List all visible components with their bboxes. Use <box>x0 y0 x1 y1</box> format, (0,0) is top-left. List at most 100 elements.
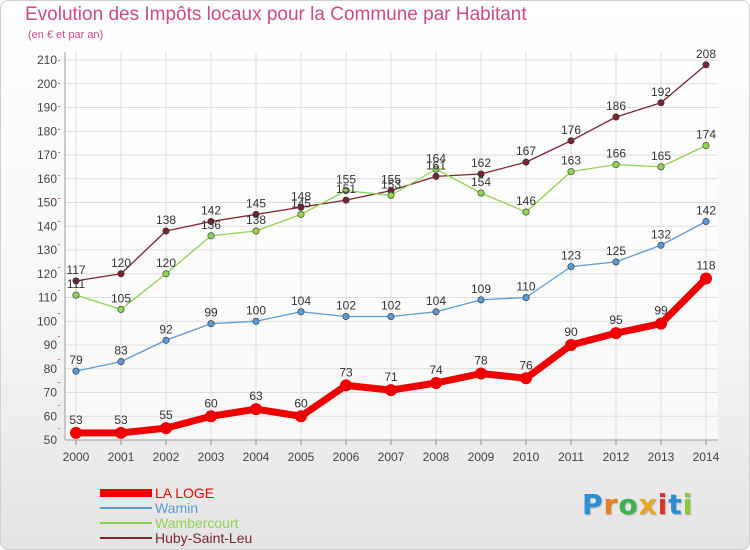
data-label: 104 <box>426 294 446 308</box>
data-point <box>117 305 125 313</box>
data-point <box>162 270 170 278</box>
data-point <box>252 210 260 218</box>
data-label: 90 <box>564 325 578 339</box>
data-point <box>205 410 217 423</box>
y-tick-label: 150 <box>37 196 57 210</box>
data-point <box>385 384 397 397</box>
x-tick-label: 2013 <box>648 450 675 464</box>
data-label: 176 <box>561 123 581 137</box>
data-point <box>297 308 305 316</box>
logo-letter: r <box>603 488 619 521</box>
data-point <box>297 210 305 218</box>
data-label: 83 <box>114 344 128 358</box>
data-point <box>702 61 710 69</box>
data-point <box>655 317 667 330</box>
data-point <box>612 113 620 121</box>
data-label: 60 <box>204 396 218 410</box>
data-label: 174 <box>696 128 716 142</box>
data-label: 163 <box>561 154 581 168</box>
x-tick-label: 2001 <box>108 450 135 464</box>
data-point <box>522 158 530 166</box>
x-tick-label: 2005 <box>288 450 315 464</box>
legend-label: LA LOGE <box>155 485 215 501</box>
data-point <box>117 358 125 366</box>
x-tick-label: 2014 <box>693 450 720 464</box>
data-label: 100 <box>246 303 266 317</box>
x-tick-label: 2006 <box>333 450 360 464</box>
x-tick-label: 2010 <box>513 450 540 464</box>
data-point <box>72 277 80 285</box>
data-label: 78 <box>474 354 488 368</box>
data-point <box>432 172 440 180</box>
data-point <box>160 422 172 435</box>
y-tick-label: 110 <box>38 291 57 305</box>
data-point <box>342 196 350 204</box>
data-label: 208 <box>696 47 716 61</box>
legend-swatch <box>100 507 152 509</box>
data-point <box>432 308 440 316</box>
data-label: 154 <box>471 175 491 189</box>
data-label: 63 <box>249 389 263 403</box>
x-tick-label: 2002 <box>153 450 180 464</box>
data-label: 166 <box>606 147 626 161</box>
data-label: 92 <box>159 322 173 336</box>
data-label: 120 <box>111 256 131 270</box>
y-tick-label: 180 <box>37 124 57 138</box>
x-tick-label: 2003 <box>198 450 225 464</box>
data-point <box>477 170 485 178</box>
data-label: 104 <box>291 294 311 308</box>
data-point <box>340 379 352 392</box>
data-label: 73 <box>339 365 353 379</box>
data-label: 162 <box>471 156 491 170</box>
data-label: 53 <box>114 413 128 427</box>
data-point <box>520 372 532 385</box>
logo-letter: i <box>657 488 669 521</box>
data-label: 95 <box>609 313 623 327</box>
y-tick-label: 190 <box>37 101 57 115</box>
data-label: 148 <box>291 189 311 203</box>
data-point <box>477 296 485 304</box>
data-label: 55 <box>159 408 173 422</box>
data-point <box>72 291 80 299</box>
data-label: 186 <box>606 99 626 113</box>
y-tick-label: 170 <box>37 148 57 162</box>
y-tick-label: 200 <box>37 77 57 91</box>
data-point <box>657 99 665 107</box>
legend-label: Wambercourt <box>155 515 239 531</box>
data-point <box>387 191 395 199</box>
data-point <box>657 241 665 249</box>
legend-swatch <box>100 489 152 497</box>
data-point <box>295 410 307 423</box>
y-tick-label: 60 <box>44 409 58 423</box>
data-point <box>70 426 82 439</box>
data-point <box>477 189 485 197</box>
data-label: 102 <box>381 299 401 313</box>
logo-letter: x <box>638 488 658 521</box>
legend-swatch <box>100 537 152 539</box>
y-tick-label: 70 <box>44 386 58 400</box>
chart-subtitle: (en € et par an) <box>28 29 104 41</box>
data-label: 120 <box>156 256 176 270</box>
data-label: 136 <box>201 218 221 232</box>
proxiti-logo: Proxiti <box>582 488 693 521</box>
data-point <box>207 218 215 226</box>
legend-label: Huby-Saint-Leu <box>155 530 253 546</box>
data-point <box>612 161 620 169</box>
logo-letter: o <box>618 488 639 521</box>
data-label: 164 <box>426 151 446 165</box>
data-label: 142 <box>201 204 221 218</box>
data-label: 118 <box>696 259 715 273</box>
data-label: 138 <box>246 213 266 227</box>
x-tick-label: 2007 <box>378 450 405 464</box>
x-tick-label: 2000 <box>63 450 90 464</box>
data-point <box>72 367 80 375</box>
data-label: 151 <box>336 182 356 196</box>
data-point <box>657 163 665 171</box>
data-point <box>207 232 215 240</box>
data-point <box>612 258 620 266</box>
data-point <box>565 339 577 351</box>
data-point <box>567 168 575 176</box>
logo-letter: P <box>582 488 604 521</box>
data-point <box>610 327 622 340</box>
data-label: 167 <box>516 144 536 158</box>
